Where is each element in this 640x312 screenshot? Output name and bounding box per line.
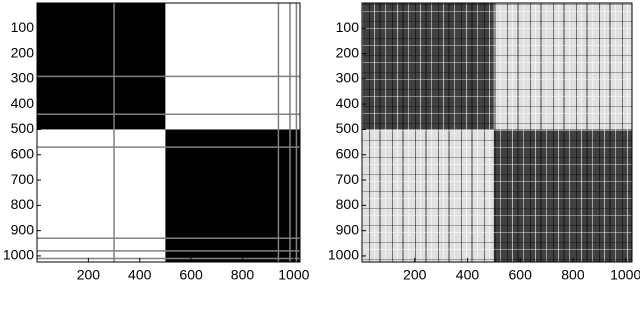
heatmap-block xyxy=(37,3,166,130)
y-tick-label: 400 xyxy=(336,95,360,111)
y-tick-label: 800 xyxy=(336,196,360,212)
heatmap-block xyxy=(165,129,300,262)
y-tick-label: 200 xyxy=(336,44,360,60)
texture xyxy=(493,129,632,262)
heatmap-block xyxy=(165,3,300,130)
texture xyxy=(362,3,494,130)
y-tick-label: 400 xyxy=(11,95,35,111)
y-tick-label: 500 xyxy=(336,120,360,136)
y-tick-label: 100 xyxy=(11,19,35,35)
axes-frame xyxy=(361,2,633,263)
y-tick-label: 500 xyxy=(11,120,35,136)
y-tick-label: 600 xyxy=(336,145,360,161)
x-tick-label: 800 xyxy=(231,267,255,283)
texture xyxy=(493,3,632,130)
axes-frame xyxy=(36,2,301,263)
y-tick-label: 300 xyxy=(336,70,360,86)
y-tick-label: 900 xyxy=(11,221,35,237)
y-tick-label: 800 xyxy=(11,196,35,212)
y-tick-label: 700 xyxy=(11,171,35,187)
x-tick-label: 200 xyxy=(77,267,101,283)
heatmap-block xyxy=(37,129,166,262)
texture xyxy=(362,129,494,262)
x-tick-label: 1000 xyxy=(278,267,309,283)
y-tick-label: 700 xyxy=(336,171,360,187)
y-tick-label: 600 xyxy=(11,145,35,161)
y-tick-label: 1000 xyxy=(328,247,359,263)
x-tick-label: 200 xyxy=(403,267,427,283)
y-tick-label: 300 xyxy=(11,70,35,86)
x-tick-label: 600 xyxy=(179,267,203,283)
y-tick-label: 100 xyxy=(336,19,360,35)
y-tick-label: 1000 xyxy=(3,247,34,263)
y-tick-label: 900 xyxy=(336,221,360,237)
x-tick-label: 600 xyxy=(509,267,533,283)
x-tick-label: 400 xyxy=(128,267,152,283)
x-tick-label: 400 xyxy=(456,267,480,283)
x-tick-label: 800 xyxy=(561,267,585,283)
y-tick-label: 200 xyxy=(11,44,35,60)
x-tick-label: 1000 xyxy=(610,267,640,283)
